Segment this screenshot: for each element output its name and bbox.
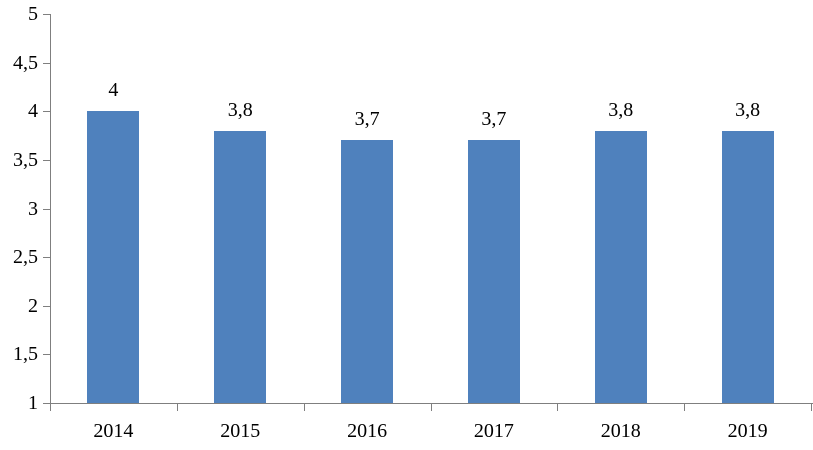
x-tick — [684, 404, 686, 411]
y-axis-label: 3 — [28, 197, 38, 220]
bar-2015 — [214, 130, 267, 403]
data-label-2018: 3,8 — [608, 98, 634, 121]
x-axis-line — [50, 403, 813, 404]
x-axis-label-2018: 2018 — [600, 420, 641, 442]
y-axis-label: 1,5 — [13, 343, 38, 366]
x-tick — [176, 404, 178, 411]
y-axis-label: 1 — [28, 392, 38, 414]
data-label-2015: 3,8 — [227, 98, 253, 121]
data-label-2016: 3,7 — [354, 108, 380, 131]
y-tick — [43, 111, 50, 113]
bar-2018 — [594, 130, 647, 403]
y-axis-label: 4,5 — [13, 51, 38, 74]
bar-2017 — [467, 140, 520, 403]
y-axis-label: 4 — [28, 100, 38, 123]
bar-2019 — [721, 130, 774, 403]
x-tick — [811, 404, 812, 411]
bar-2014 — [87, 111, 140, 403]
y-axis-label: 5 — [28, 3, 38, 25]
y-axis-line — [50, 14, 51, 404]
x-tick — [50, 404, 51, 411]
y-axis-label: 3,5 — [13, 148, 38, 171]
x-axis-label-2015: 2015 — [220, 420, 261, 442]
data-label-2014: 4 — [108, 79, 119, 102]
y-tick — [43, 403, 50, 404]
y-axis-label: 2,5 — [13, 246, 38, 269]
y-tick — [43, 354, 50, 356]
bar-2016 — [341, 140, 394, 403]
y-tick — [43, 62, 50, 64]
y-tick — [43, 14, 50, 15]
x-axis-label-2014: 2014 — [93, 420, 134, 442]
data-label-2017: 3,7 — [481, 108, 507, 131]
x-axis-label-2019: 2019 — [727, 420, 768, 442]
x-tick — [557, 404, 559, 411]
x-tick — [430, 404, 432, 411]
x-axis-label-2017: 2017 — [473, 420, 514, 442]
y-tick — [43, 159, 50, 161]
data-label-2019: 3,8 — [735, 98, 761, 121]
x-axis-label-2016: 2016 — [347, 420, 388, 442]
x-tick — [303, 404, 305, 411]
y-tick — [43, 208, 50, 210]
y-tick — [43, 257, 50, 259]
y-tick — [43, 305, 50, 307]
y-axis-label: 2 — [28, 294, 38, 317]
